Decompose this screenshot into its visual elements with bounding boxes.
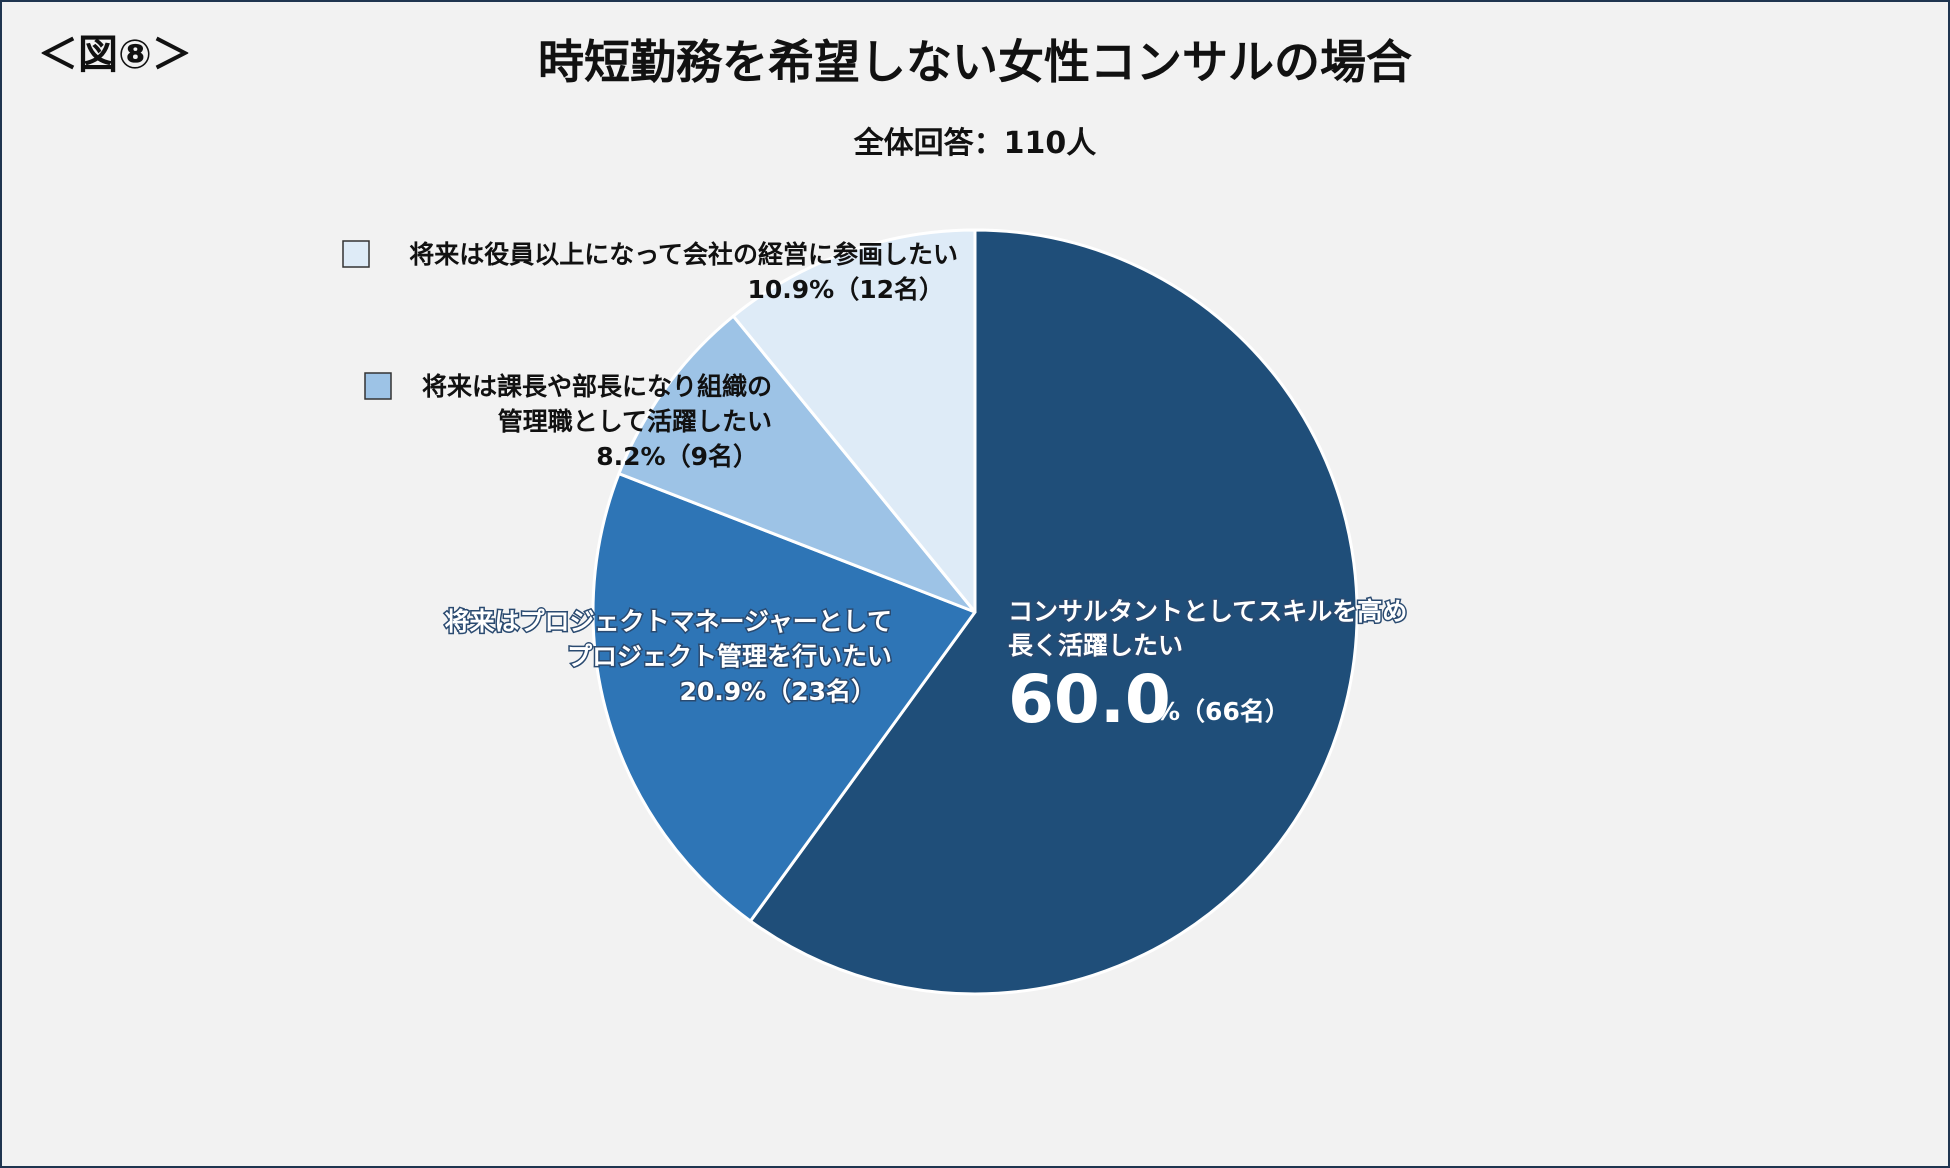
slice-1-label-line-1: 将来はプロジェクトマネージャーとして <box>444 607 892 636</box>
slice-0-count: %（66名） <box>1155 697 1290 726</box>
pie-slice-3 <box>731 228 977 614</box>
slice-0-label-line-2: 長く活躍したい <box>1008 631 1183 660</box>
pie-slices <box>591 228 1359 996</box>
slice-1-value: 20.9%（23名） <box>679 677 876 706</box>
slice-2-label-line-1: 将来は課長や部長になり組織の <box>422 372 772 401</box>
pie-slice-2 <box>617 314 977 614</box>
slice-3-legend-swatch <box>342 240 370 268</box>
pie-slice-0 <box>748 228 1359 996</box>
figure-tag: ＜図⑧＞ <box>38 32 192 78</box>
slice-0-label-line-1: コンサルタントとしてスキルを高め <box>1008 597 1407 626</box>
slice-1-label-line-2: プロジェクト管理を行いたい <box>567 642 892 671</box>
slice-label-0: コンサルタントとしてスキルを高め 長く活躍したい 60.0 %（66名） <box>1007 596 1409 739</box>
slice-2-legend-swatch <box>364 372 392 400</box>
chart-subtitle: 全体回答：110人 <box>853 126 1097 161</box>
pie-slice-1 <box>591 472 977 923</box>
slice-3-label-line-1: 将来は役員以上になって会社の経営に参画したい <box>409 240 958 269</box>
slice-2-label-line-2: 管理職として活躍したい <box>498 407 772 436</box>
slice-3-value: 10.9%（12名） <box>747 275 944 304</box>
slice-0-percent: 60.0 <box>1008 661 1171 738</box>
slice-label-3: 将来は役員以上になって会社の経営に参画したい 10.9%（12名） <box>342 240 958 304</box>
slice-2-value: 8.2%（9名） <box>596 442 758 471</box>
slice-label-1: 将来はプロジェクトマネージャーとして プロジェクト管理を行いたい 20.9%（2… <box>443 606 894 708</box>
chart-title: 時短勤務を希望しない女性コンサルの場合 <box>538 35 1412 89</box>
slice-label-2: 将来は課長や部長になり組織の 管理職として活躍したい 8.2%（9名） <box>364 372 772 471</box>
